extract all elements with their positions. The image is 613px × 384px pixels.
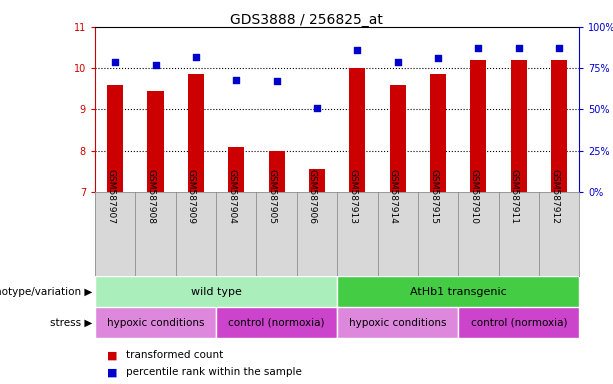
Point <box>110 58 120 65</box>
Text: control (normoxia): control (normoxia) <box>229 318 325 328</box>
Text: GSM587915: GSM587915 <box>429 169 438 224</box>
Bar <box>430 74 446 192</box>
Bar <box>95 307 216 338</box>
Text: stress ▶: stress ▶ <box>50 318 92 328</box>
Bar <box>107 85 123 192</box>
Point <box>191 53 201 60</box>
Text: control (normoxia): control (normoxia) <box>471 318 567 328</box>
Point <box>231 77 241 83</box>
Bar <box>349 68 365 192</box>
Point <box>473 45 483 51</box>
Text: percentile rank within the sample: percentile rank within the sample <box>126 367 302 377</box>
Point <box>433 55 443 61</box>
Bar <box>390 85 406 192</box>
Text: GSM587912: GSM587912 <box>550 169 559 223</box>
Text: GSM587908: GSM587908 <box>147 169 156 224</box>
Text: hypoxic conditions: hypoxic conditions <box>349 318 446 328</box>
Bar <box>268 151 284 192</box>
Text: genotype/variation ▶: genotype/variation ▶ <box>0 287 92 297</box>
Text: GSM587905: GSM587905 <box>268 169 276 224</box>
Bar <box>228 147 245 192</box>
Point <box>151 62 161 68</box>
Text: GSM587904: GSM587904 <box>227 169 236 223</box>
Text: GDS3888 / 256825_at: GDS3888 / 256825_at <box>230 13 383 27</box>
Bar <box>309 169 325 192</box>
Point <box>393 58 403 65</box>
Point <box>554 45 564 51</box>
Text: GSM587914: GSM587914 <box>389 169 398 223</box>
Text: ■: ■ <box>107 350 118 360</box>
Bar <box>511 60 527 192</box>
Text: AtHb1 transgenic: AtHb1 transgenic <box>410 287 506 297</box>
Bar <box>337 307 458 338</box>
Text: GSM587910: GSM587910 <box>470 169 478 224</box>
Point <box>272 78 281 84</box>
Bar <box>216 307 337 338</box>
Text: GSM587907: GSM587907 <box>106 169 115 224</box>
Text: GSM587911: GSM587911 <box>510 169 519 224</box>
Point <box>312 105 322 111</box>
Text: wild type: wild type <box>191 287 242 297</box>
Point <box>352 47 362 53</box>
Bar <box>458 307 579 338</box>
Bar <box>95 276 337 307</box>
Text: hypoxic conditions: hypoxic conditions <box>107 318 204 328</box>
Text: ■: ■ <box>107 367 118 377</box>
Bar <box>551 60 567 192</box>
Bar <box>470 60 487 192</box>
Bar <box>148 91 164 192</box>
Bar <box>188 74 204 192</box>
Text: GSM587909: GSM587909 <box>187 169 196 224</box>
Text: GSM587906: GSM587906 <box>308 169 317 224</box>
Bar <box>337 276 579 307</box>
Point <box>514 45 524 51</box>
Text: GSM587913: GSM587913 <box>348 169 357 224</box>
Text: transformed count: transformed count <box>126 350 223 360</box>
